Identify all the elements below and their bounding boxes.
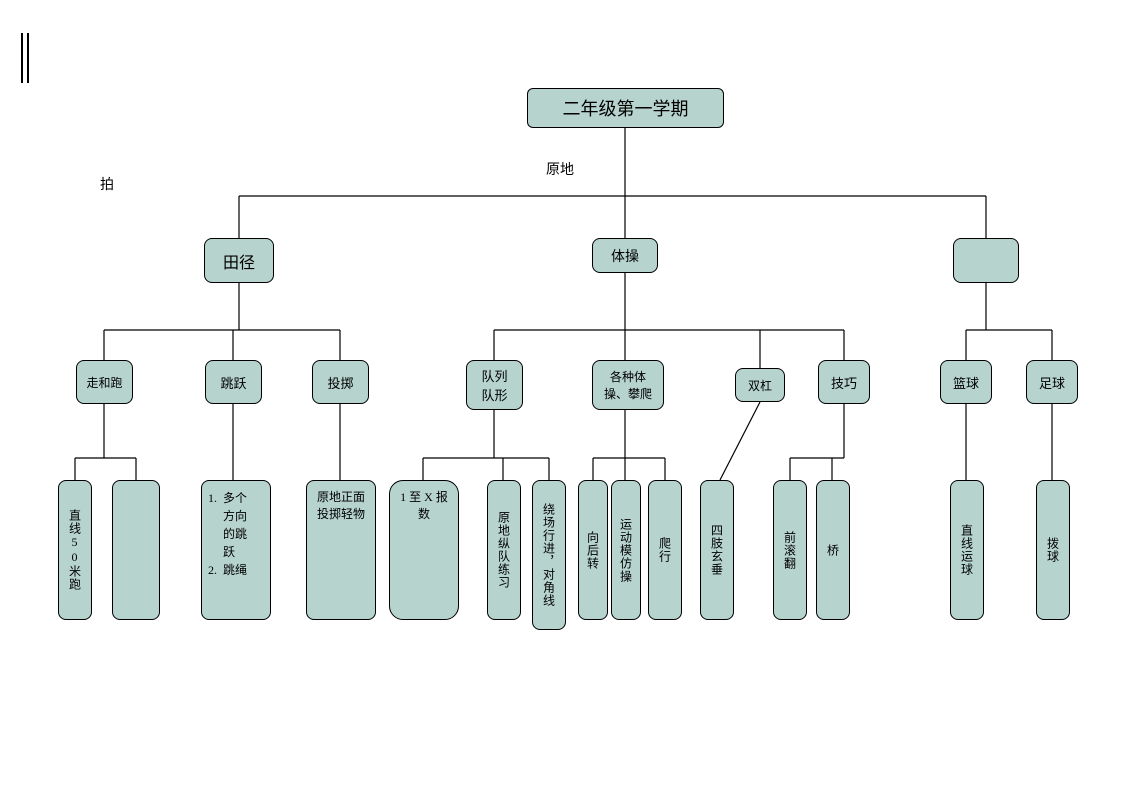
- leaf-yundong: 运动模仿操: [611, 480, 641, 620]
- marker-1: [21, 33, 23, 83]
- node-ticao: 体操: [592, 238, 658, 273]
- text-baoshu: 1 至 X 报 数: [400, 489, 448, 523]
- leaf-duoge: 1. 多个 方向 的跳 跃 2. 跳绳: [201, 480, 271, 620]
- leaf-raochang: 绕场行进，对角线: [532, 480, 566, 630]
- node-jiqiao: 技巧: [818, 360, 870, 404]
- node-duilie: 队列 队形: [466, 360, 523, 410]
- node-root: 二年级第一学期: [527, 88, 724, 128]
- marker-2: [27, 33, 29, 83]
- leaf-boqiu: 拨球: [1036, 480, 1070, 620]
- leaf-zhi50: 直线50米跑: [58, 480, 92, 620]
- leaf-qiangun: 前滚翻: [773, 480, 807, 620]
- label-pai: 拍: [100, 174, 114, 194]
- node-tiaoyue: 跳跃: [205, 360, 262, 404]
- leaf-baoshu: 1 至 X 报 数: [389, 480, 459, 620]
- leaf-xianghou: 向后转: [578, 480, 608, 620]
- leaf-yuandi-zhengmian: 原地正面 投掷轻物: [306, 480, 376, 620]
- leaf-paxing: 爬行: [648, 480, 682, 620]
- leaf-blank1: [112, 480, 160, 620]
- node-gezhong: 各种体 操、攀爬: [592, 360, 664, 410]
- text-yuandi-zhengmian: 原地正面 投掷轻物: [317, 489, 365, 523]
- node-shuanggang: 双杠: [735, 368, 785, 402]
- leaf-zongdui: 原地纵队练习: [487, 480, 521, 620]
- text-gezhong: 各种体 操、攀爬: [604, 368, 652, 402]
- node-touzhi: 投掷: [312, 360, 369, 404]
- leaf-zhixian-yun: 直线运球: [950, 480, 984, 620]
- leaf-sizhi: 四肢玄垂: [700, 480, 734, 620]
- text-duoge: 1. 多个 方向 的跳 跃 2. 跳绳: [208, 491, 247, 577]
- label-yuandi: 原地: [546, 159, 574, 179]
- text-duilie: 队列 队形: [481, 366, 507, 404]
- node-zouhepao: 走和跑: [76, 360, 133, 404]
- node-tianjing: 田径: [204, 238, 274, 283]
- node-zuqiu: 足球: [1026, 360, 1078, 404]
- leaf-qiao: 桥: [816, 480, 850, 620]
- node-ball: [953, 238, 1019, 283]
- node-lanqiu: 篮球: [940, 360, 992, 404]
